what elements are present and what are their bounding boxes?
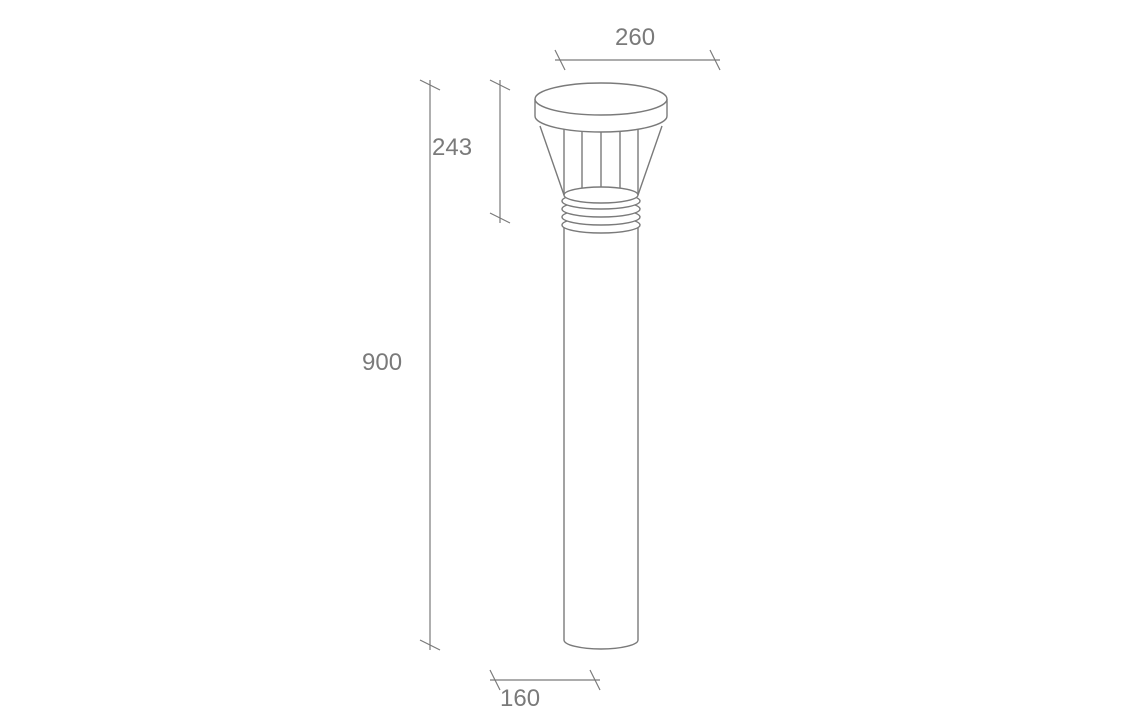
dim-value-head_height: 243 bbox=[432, 134, 472, 161]
cone-side-left bbox=[540, 126, 564, 195]
cone-bottom-ellipse bbox=[564, 187, 638, 203]
pole-body bbox=[564, 225, 638, 649]
cap-top-ellipse bbox=[535, 83, 667, 115]
cap-bottom-arc bbox=[535, 116, 667, 132]
dim-value-base_width: 160 bbox=[500, 685, 540, 712]
dim-value-total_height: 900 bbox=[362, 349, 402, 376]
cone-side-right bbox=[638, 126, 662, 195]
bollard-drawing bbox=[535, 83, 667, 649]
dim-value-top_width: 260 bbox=[615, 24, 655, 51]
